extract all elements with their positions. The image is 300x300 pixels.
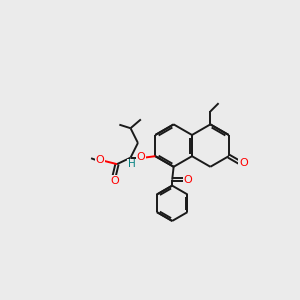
Text: O: O [184,175,192,185]
Text: O: O [96,155,104,165]
Text: O: O [110,176,119,186]
Text: O: O [137,152,146,162]
Text: O: O [239,158,248,168]
Text: H: H [128,159,136,169]
